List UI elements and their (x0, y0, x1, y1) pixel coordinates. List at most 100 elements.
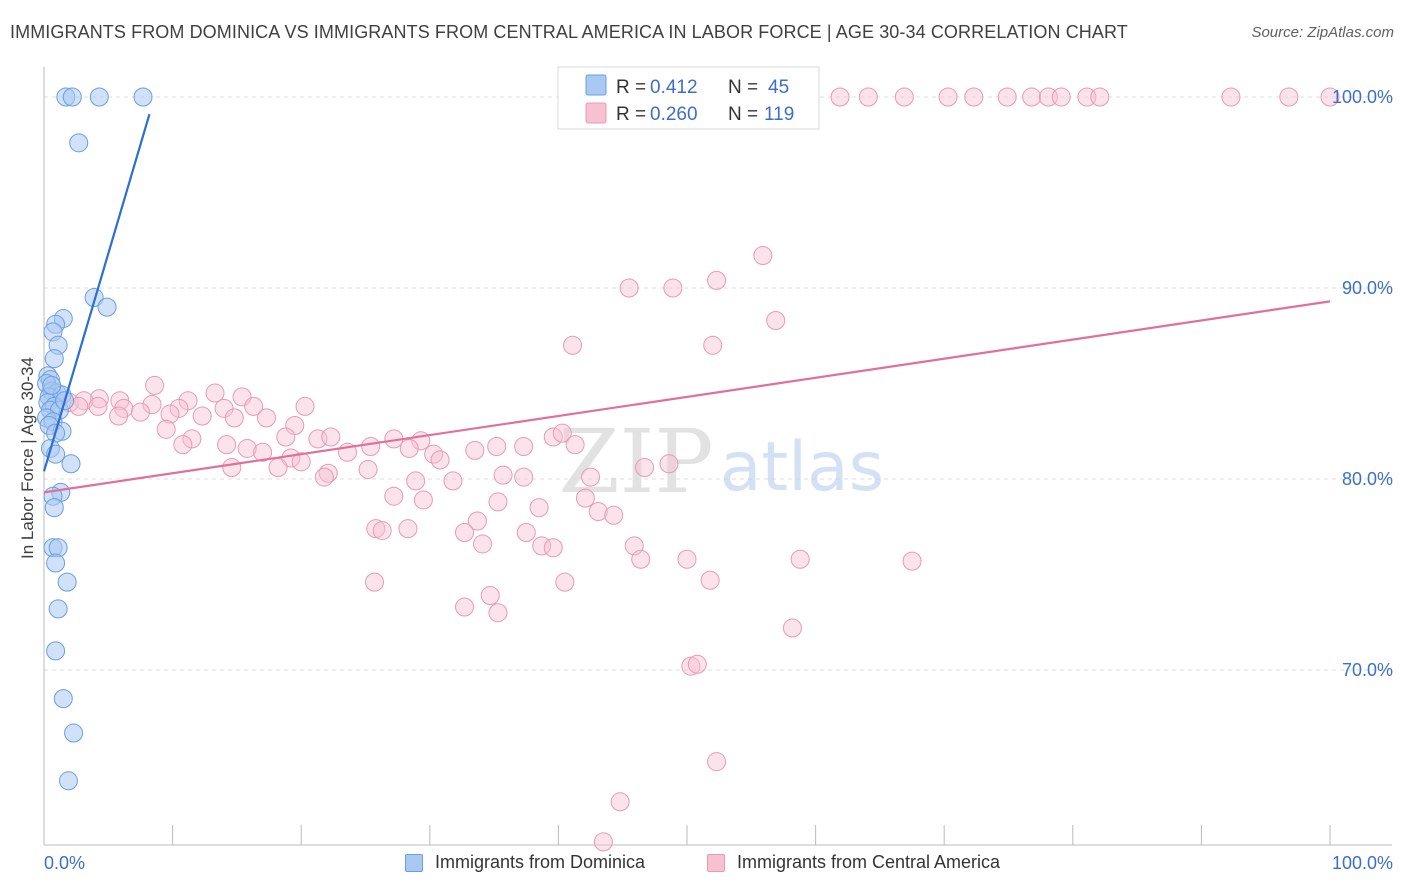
central-america-point-19 (1279, 87, 1299, 107)
watermark-atlas: atlas (720, 428, 884, 507)
central-america-point-17 (1090, 87, 1110, 107)
central-america-point-108 (365, 572, 385, 592)
central-america-point-8 (858, 87, 878, 107)
dominica-point-41 (64, 723, 84, 743)
central-america-point-69 (173, 435, 193, 455)
central-america-point-15 (1051, 87, 1071, 107)
central-america-point-48 (224, 408, 244, 428)
dominica-point-2 (89, 87, 109, 107)
central-america-point-55 (321, 427, 341, 447)
zipatlas-watermark: ZIP atlas (558, 410, 884, 513)
legend-r-value-dominica: 0.412 (650, 77, 698, 98)
axes (43, 67, 1392, 846)
central-america-point-90 (529, 498, 549, 518)
central-america-point-71 (237, 438, 257, 458)
chart-title: IMMIGRANTS FROM DOMINICA VS IMMIGRANTS F… (10, 22, 1128, 42)
central-america-point-52 (182, 429, 202, 449)
central-america-point-47 (192, 406, 212, 426)
central-america-point-10 (938, 87, 958, 107)
central-america-point-93 (575, 488, 595, 508)
dominica-point-1 (62, 87, 82, 107)
trendline-central-america (43, 300, 1331, 494)
central-america-point-119 (593, 832, 613, 852)
central-america-point-91 (588, 501, 608, 521)
central-america-point-114 (488, 603, 508, 623)
central-america-point-84 (581, 467, 601, 487)
central-america-point-37 (88, 396, 108, 416)
dominica-point-11 (44, 349, 64, 369)
central-america-point-101 (532, 536, 552, 556)
dominica-point-38 (48, 599, 68, 619)
central-america-point-22 (707, 270, 727, 290)
dominica-point-6 (97, 297, 117, 317)
central-america-point-92 (604, 505, 624, 525)
dominica-point-37 (57, 572, 77, 592)
central-america-point-53 (276, 427, 296, 447)
central-america-point-62 (465, 440, 485, 460)
central-america-point-78 (318, 463, 338, 483)
central-america-point-60 (399, 438, 419, 458)
x-tick-label-min: 0.0% (44, 853, 85, 873)
tick-labels: 70.0% 80.0% 90.0% 100.0% 0.0% 100.0% (44, 87, 1393, 873)
central-america-point-51 (156, 419, 176, 439)
central-america-point-64 (514, 437, 534, 457)
watermark-zip: ZIP (558, 410, 713, 513)
legend-item-central-america: Immigrants from Central America (707, 852, 1000, 873)
central-america-point-20 (1320, 87, 1340, 107)
central-america-point-63 (487, 437, 507, 457)
central-america-point-110 (700, 570, 720, 590)
central-america-point-13 (1022, 87, 1042, 107)
central-america-point-96 (372, 521, 392, 541)
legend-n-value-central-america: 119 (764, 104, 794, 125)
y-tick-label-80: 80.0% (1342, 469, 1393, 489)
central-america-point-107 (902, 551, 922, 571)
central-america-point-86 (659, 454, 679, 474)
central-america-point-24 (663, 278, 683, 298)
central-america-point-97 (398, 519, 418, 539)
central-america-point-81 (443, 471, 463, 491)
dominica-point-43 (42, 375, 62, 395)
central-america-point-25 (766, 310, 786, 330)
central-america-point-95 (366, 519, 386, 539)
central-america-point-83 (514, 467, 534, 487)
central-america-point-113 (480, 586, 500, 606)
dominica-point-4 (69, 133, 89, 153)
central-america-point-28 (145, 375, 165, 395)
central-america-point-99 (516, 522, 536, 542)
central-america-point-112 (455, 597, 475, 617)
central-america-point-80 (406, 471, 426, 491)
legend-label-central-america: Immigrants from Central America (737, 852, 1001, 872)
legend-swatch-dominica (585, 74, 607, 96)
central-america-point-67 (565, 435, 585, 455)
central-america-point-111 (782, 618, 802, 638)
central-america-point-46 (160, 404, 180, 424)
central-america-point-59 (361, 437, 381, 457)
central-america-point-39 (142, 395, 162, 415)
central-america-point-33 (74, 391, 94, 411)
trendlines (42, 113, 1331, 494)
y-tick-label-70: 70.0% (1342, 660, 1393, 680)
dominica-point-33 (44, 498, 64, 518)
central-america-point-76 (222, 458, 242, 478)
central-america-point-26 (563, 335, 583, 355)
central-america-point-68 (430, 450, 450, 470)
legend-n-label-dominica: N = (728, 77, 758, 98)
central-america-point-49 (256, 408, 276, 428)
central-america-point-27 (703, 335, 723, 355)
central-america-point-29 (205, 383, 225, 403)
dominica-point-36 (46, 553, 66, 573)
central-america-point-74 (291, 452, 311, 472)
central-america-point-94 (467, 511, 487, 531)
central-america-point-9 (894, 87, 914, 107)
trendline-dominica (42, 113, 151, 472)
central-america-point-44 (109, 406, 129, 426)
central-america-point-66 (552, 423, 572, 443)
source-credit: Source: ZipAtlas.com (1251, 24, 1394, 41)
central-america-point-77 (358, 459, 378, 479)
y-tick-label-100: 100.0% (1332, 87, 1393, 107)
central-america-point-115 (681, 656, 701, 676)
central-america-point-11 (964, 87, 984, 107)
legend-swatch-pink (707, 853, 725, 872)
central-america-point-100 (473, 534, 493, 554)
central-america-point-105 (677, 549, 697, 569)
